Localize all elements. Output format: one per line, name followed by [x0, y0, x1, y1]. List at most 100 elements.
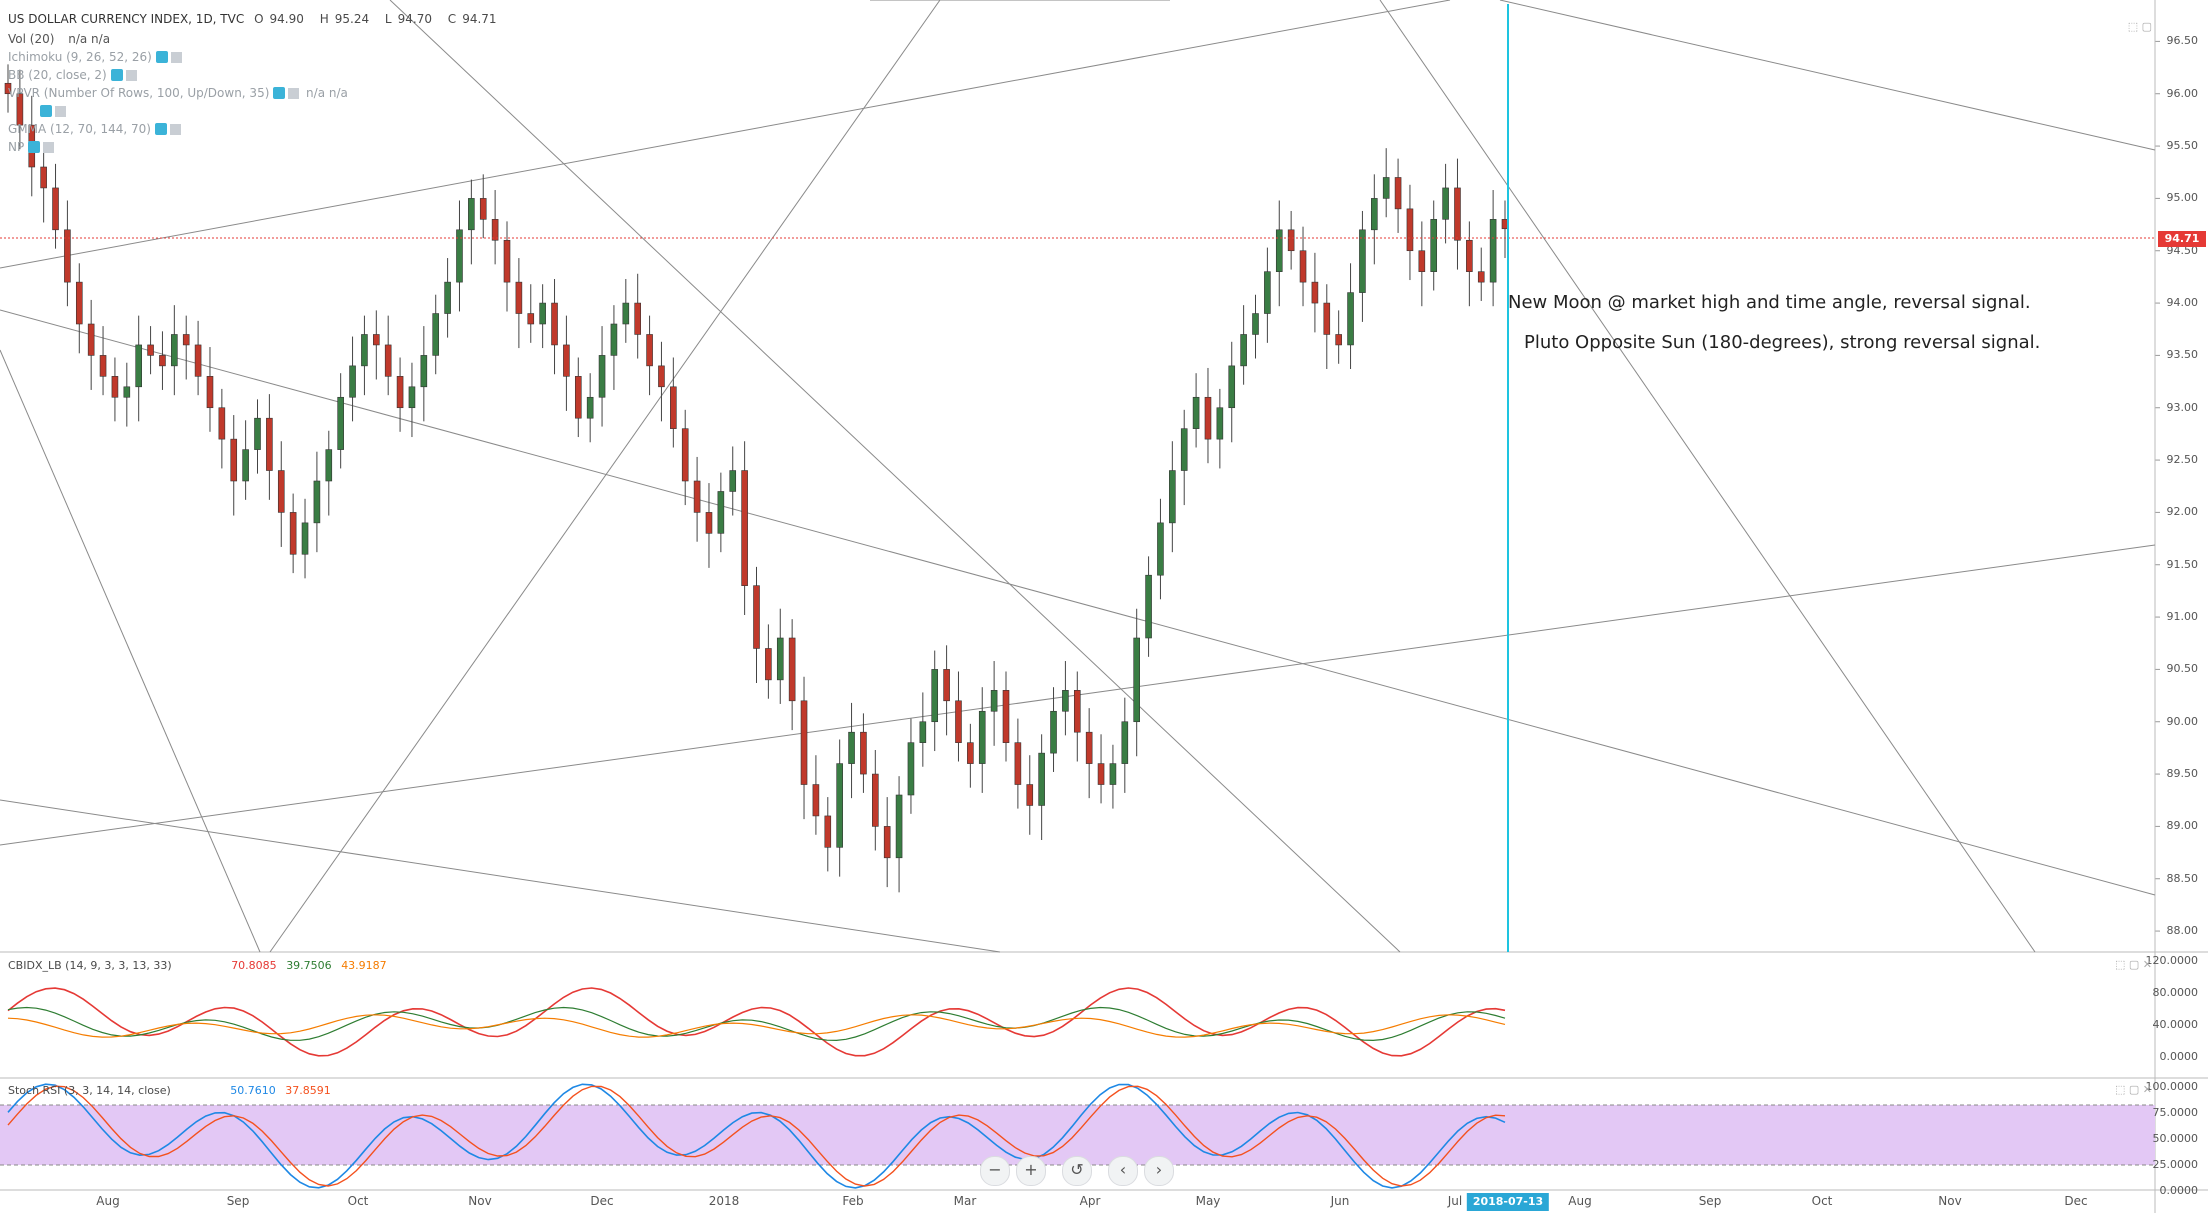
price-tick-label: 94.00 — [2166, 296, 2199, 310]
time-tick-label: 2018 — [708, 1194, 740, 1208]
candle-body — [539, 302, 546, 325]
indicator-row-volume[interactable]: Vol (20) n/a n/a — [8, 32, 111, 46]
candle-body — [1489, 219, 1497, 283]
eye-icon[interactable] — [40, 105, 52, 117]
cbidx-pane-icons[interactable]: ⬚ ▢ ✕ — [2115, 958, 2152, 971]
settings-icon[interactable] — [125, 70, 137, 81]
candle-body — [1418, 250, 1426, 272]
candle-body — [266, 417, 273, 471]
scroll-right-button[interactable]: › — [1144, 1156, 1174, 1186]
candle-body — [171, 334, 178, 367]
scroll-left-button[interactable]: ‹ — [1108, 1156, 1138, 1186]
time-tick-label: Nov — [1938, 1194, 1962, 1208]
cbidx-axis[interactable]: 120.0000 80.0000 40.0000 0.0000 — [2145, 954, 2199, 1063]
candle-body — [1347, 292, 1354, 346]
settings-icon[interactable] — [169, 124, 181, 135]
cbidx-label[interactable]: CBIDX_LB (14, 9, 3, 3, 13, 33) — [8, 959, 172, 972]
settings-icon[interactable] — [170, 52, 182, 63]
stoch-k-value: 50.7610 — [230, 1084, 276, 1097]
cbidx-value-3: 43.9187 — [341, 959, 387, 972]
time-tick-label: May — [1195, 1194, 1221, 1208]
candle-body — [1145, 574, 1152, 639]
candle-body — [1180, 428, 1188, 471]
time-axis[interactable]: Aug Sep Oct Nov Dec 2018 Feb Mar Apr May Jun Jul Aug… — [0, 1192, 2156, 1212]
stoch-label[interactable]: Stoch RSI (3, 3, 14, 14, close) — [8, 1084, 171, 1097]
candle-body — [396, 376, 404, 409]
candle-body — [289, 512, 297, 555]
time-tick-label: Jun — [1330, 1194, 1350, 1208]
indicator-row-blank[interactable] — [8, 104, 69, 118]
candle-body — [955, 700, 962, 743]
eye-icon[interactable] — [28, 141, 41, 153]
time-tick-label: Dec — [590, 1194, 614, 1208]
indicator-row-ichimoku[interactable]: Ichimoku (9, 26, 52, 26) — [8, 50, 185, 64]
candle-body — [741, 470, 748, 586]
settings-icon[interactable] — [288, 88, 300, 99]
indicator-row-gmma[interactable]: GMMA (12, 70, 144, 70) — [8, 122, 184, 136]
cbidx-line-1 — [7, 987, 1506, 1057]
last-price-tag: 94.71 — [2158, 231, 2206, 247]
candle-body — [836, 763, 843, 848]
indicator-row-bb[interactable]: BB (20, close, 2) — [8, 68, 140, 82]
reset-button[interactable]: ↺ — [1062, 1156, 1092, 1186]
candle-body — [693, 480, 701, 513]
candle-body — [1097, 763, 1105, 785]
settings-icon[interactable] — [55, 106, 66, 117]
candles — [4, 64, 1509, 893]
candle-body — [1442, 187, 1449, 220]
candle-body — [515, 281, 523, 314]
eye-icon[interactable] — [154, 123, 167, 135]
cbidx-line-3 — [7, 1014, 1506, 1038]
candle-body — [1026, 784, 1034, 806]
candle-body — [551, 302, 558, 346]
candle-body — [206, 376, 214, 409]
symbol-title[interactable]: US DOLLAR CURRENCY INDEX, 1D, TVC — [8, 12, 245, 26]
indicator-row-np[interactable]: NP — [8, 140, 57, 154]
candle-body — [776, 637, 784, 681]
candle-body — [1216, 407, 1224, 440]
candle-body — [16, 93, 24, 126]
stoch-band — [0, 1105, 2155, 1165]
candle-body — [135, 344, 142, 388]
candle-body — [1323, 302, 1331, 335]
chart-navigation-toolbar: − + ↺ ‹ › — [980, 1156, 1174, 1186]
candle-body — [883, 826, 891, 859]
candle-body — [1394, 177, 1402, 210]
time-tick-label: Oct — [1811, 1194, 1833, 1208]
candle-body — [765, 648, 772, 681]
candle-body — [337, 396, 344, 450]
candle-body — [1204, 396, 1212, 440]
open-label: O 94.90 — [254, 12, 304, 26]
stoch-axis[interactable]: 100.0000 75.0000 50.0000 25.0000 0.0000 — [2145, 1080, 2199, 1197]
annotation-pluto[interactable]: Pluto Opposite Sun (180-degrees), strong… — [1524, 332, 2041, 353]
stoch-pane-icons[interactable]: ⬚ ▢ ✕ — [2115, 1083, 2152, 1096]
candle-body — [1240, 334, 1247, 367]
zoom-in-button[interactable]: + — [1016, 1156, 1046, 1186]
pane-settings-icon[interactable]: ⬚ ▢ — [2127, 20, 2152, 33]
annotation-new-moon[interactable]: New Moon @ market high and time angle, r… — [1508, 292, 2031, 313]
eye-icon[interactable] — [155, 51, 168, 63]
eye-icon[interactable] — [110, 69, 123, 81]
time-tick-label: Dec — [2064, 1194, 2088, 1208]
price-axis[interactable]: 96.50 96.00 95.50 95.00 94.50 94.00 93.50 93.00… — [2156, 0, 2208, 952]
candle-body — [349, 365, 356, 398]
candle-body — [705, 512, 713, 534]
candle-body — [1430, 219, 1438, 272]
indicator-row-vpvr[interactable]: VPVR (Number Of Rows, 100, Up/Down, 35) … — [8, 86, 348, 100]
marker-date-tag: 2018-07-13 — [1466, 1193, 1550, 1211]
time-tick-label: Jul — [1447, 1194, 1463, 1208]
candle-body — [4, 82, 12, 95]
candle-body — [1382, 177, 1390, 199]
settings-icon[interactable] — [43, 142, 55, 153]
zoom-out-button[interactable]: − — [980, 1156, 1010, 1186]
eye-icon[interactable] — [273, 87, 286, 99]
candle-body — [658, 365, 665, 388]
price-tick-label: 96.00 — [2166, 86, 2199, 100]
candle-body — [325, 449, 333, 482]
candle-body — [1477, 271, 1485, 283]
candle-body — [622, 302, 630, 325]
price-tick-label: 93.50 — [2166, 348, 2199, 362]
candle-body — [254, 417, 261, 450]
candle-body — [1157, 522, 1164, 576]
